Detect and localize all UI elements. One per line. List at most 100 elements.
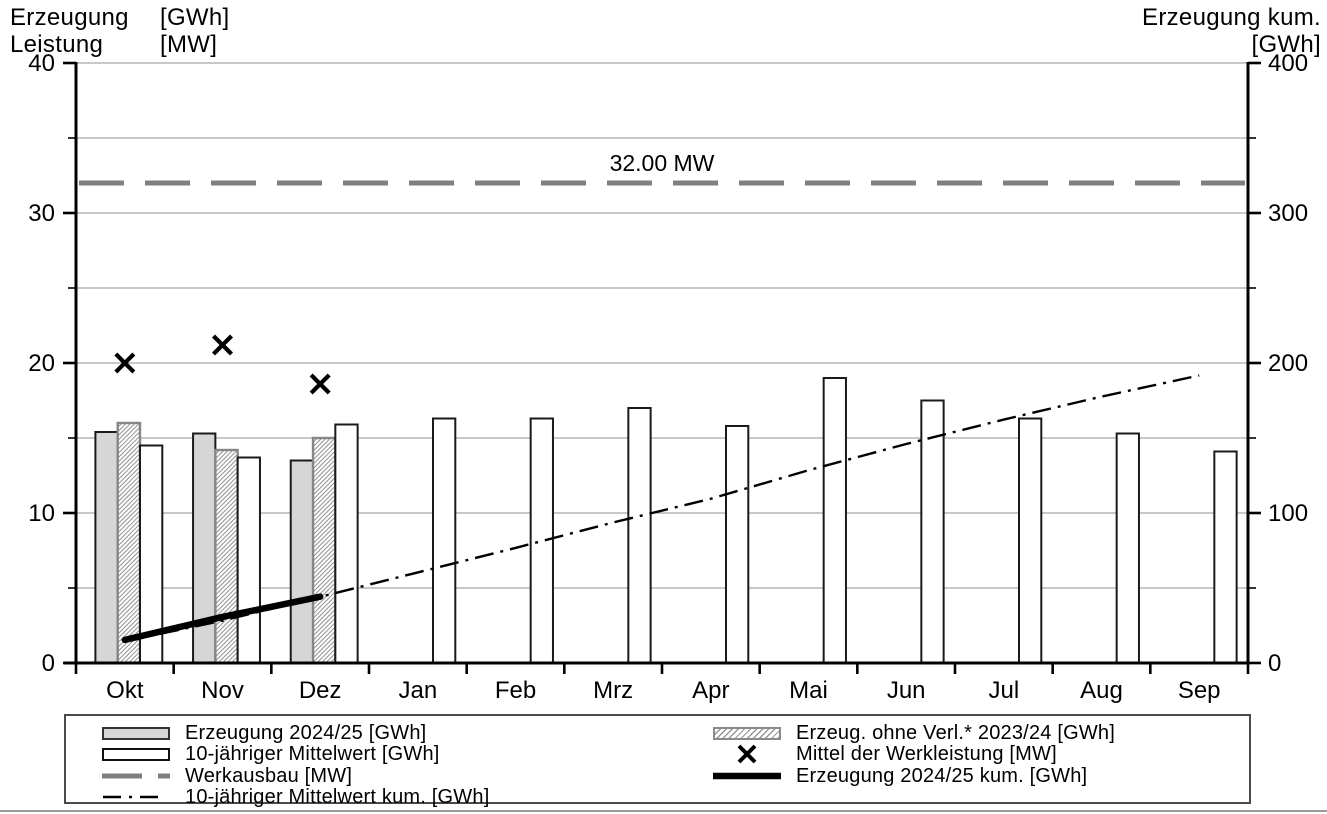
- hatch-line: [312, 617, 336, 641]
- legend-item-werkleistung: Mittel der Werkleistung [MW]: [711, 743, 1057, 765]
- hatch-line: [117, 457, 141, 481]
- month-label-feb: Feb: [495, 677, 536, 704]
- hatch-line: [312, 626, 336, 650]
- legend-item-mittelwert-kum: 10-jähriger Mittelwert kum. [GWh]: [100, 786, 489, 808]
- hatch-line: [117, 439, 141, 463]
- hatch-line: [312, 446, 336, 470]
- hatch-line: [119, 642, 141, 664]
- legend-label: Erzeugung 2024/25 kum. [GWh]: [796, 764, 1088, 787]
- hatch-line: [214, 449, 225, 460]
- hatch-line: [214, 471, 239, 495]
- hatch-line: [214, 620, 239, 644]
- hatch-line: [117, 580, 141, 604]
- legend-swatch-dashed-line: [100, 769, 172, 783]
- hatch-line: [117, 541, 141, 565]
- hatch-line: [117, 431, 141, 455]
- hatch-line: [117, 483, 141, 507]
- hatch-line: [117, 501, 141, 525]
- hatch-line: [117, 448, 141, 472]
- hatch-line: [312, 498, 336, 522]
- hatch-line: [214, 519, 239, 543]
- hatch-line: [117, 585, 141, 609]
- hatch-line: [117, 510, 141, 534]
- bar-10j-mittelwert-jan: [432, 417, 457, 664]
- hatch-line: [214, 506, 239, 530]
- bar-10j-mittelwert-mai: [822, 377, 847, 664]
- bar-10j-mittelwert-jun: [920, 399, 945, 664]
- hatch-line: [312, 468, 336, 492]
- hatch-line: [214, 453, 239, 477]
- hatch-line: [214, 458, 239, 482]
- hatch-line: [214, 532, 239, 556]
- hatch-line: [117, 611, 141, 635]
- hatch-line: [312, 551, 336, 575]
- hatch-line: [320, 648, 336, 664]
- hatch-line: [312, 437, 327, 452]
- month-label-jul: Jul: [988, 677, 1019, 704]
- hatch-line: [214, 572, 239, 596]
- bar-10j-mittelwert-mrz: [627, 407, 652, 664]
- hatch-line: [117, 505, 141, 529]
- hatch-line: [312, 630, 336, 654]
- hatch-line: [214, 462, 239, 486]
- hatch-line: [312, 450, 336, 474]
- hatch-line: [214, 616, 239, 640]
- hatch-line: [117, 615, 141, 639]
- hatch-line: [214, 502, 239, 526]
- hatch-line: [312, 520, 336, 544]
- right-tick-label-0: 0: [1268, 650, 1281, 677]
- legend-item-mittelwert: 10-jähriger Mittelwert [GWh]: [100, 743, 440, 765]
- bar-10j-mittelwert-apr: [725, 425, 750, 664]
- hatch-line: [214, 563, 239, 587]
- right-tick-label-100: 100: [1268, 500, 1308, 527]
- hatch-line: [312, 459, 336, 483]
- hatch-line: [312, 525, 336, 549]
- hatch-line: [226, 651, 239, 664]
- hatch-line: [312, 639, 336, 663]
- hatch-line: [117, 497, 141, 521]
- legend-item-erzeugung-kum: Erzeugung 2024/25 kum. [GWh]: [711, 765, 1087, 787]
- left-axis-title-name2: Leistung: [10, 31, 104, 58]
- hatch-line: [214, 515, 239, 539]
- month-label-jun: Jun: [887, 677, 926, 704]
- hatch-line: [117, 475, 141, 499]
- hatch-line: [312, 507, 336, 531]
- bar-10j-mittelwert-dez: [334, 423, 359, 664]
- left-tick-label-0: 0: [42, 650, 55, 677]
- hatch-line: [214, 554, 239, 578]
- hatch-line: [117, 519, 141, 543]
- hatch-line: [214, 497, 239, 521]
- hatch-line: [312, 604, 336, 628]
- left-tick-label-30: 30: [28, 200, 55, 227]
- x-marker-okt: [114, 352, 136, 374]
- legend-label: Werkausbau [MW]: [185, 764, 353, 787]
- erzeugung-kum-line: [121, 593, 324, 644]
- hatch-line: [312, 560, 336, 584]
- hatch-line: [312, 600, 336, 624]
- hatch-line: [221, 647, 239, 664]
- month-label-dez: Dez: [299, 677, 342, 704]
- legend-swatch-x-marker: [711, 744, 783, 764]
- legend-swatch-hatched-bar: [711, 726, 783, 740]
- hatch-line: [117, 593, 141, 617]
- hatch-line: [117, 536, 141, 560]
- hatch-line: [312, 542, 336, 566]
- hatch-line: [117, 470, 141, 494]
- hatch-line: [117, 576, 141, 600]
- right-tick-label-300: 300: [1268, 200, 1308, 227]
- hatch-line: [214, 541, 239, 565]
- hatch-line: [312, 573, 336, 597]
- hatch-line: [312, 437, 336, 461]
- hatch-line: [117, 444, 141, 468]
- hatch-line: [214, 524, 239, 548]
- left-axis-title-name1: Erzeugung: [10, 4, 129, 31]
- hatch-line: [312, 441, 336, 465]
- left-axis-title-unit1: [GWh]: [160, 4, 230, 31]
- hatch-line: [117, 461, 141, 485]
- hatch-line: [312, 494, 336, 518]
- hatch-line: [312, 622, 336, 646]
- x-marker-dez: [309, 373, 331, 395]
- hatch-line: [312, 635, 336, 659]
- hatch-line: [312, 529, 336, 553]
- left-axis-title-unit2: [MW]: [160, 31, 218, 58]
